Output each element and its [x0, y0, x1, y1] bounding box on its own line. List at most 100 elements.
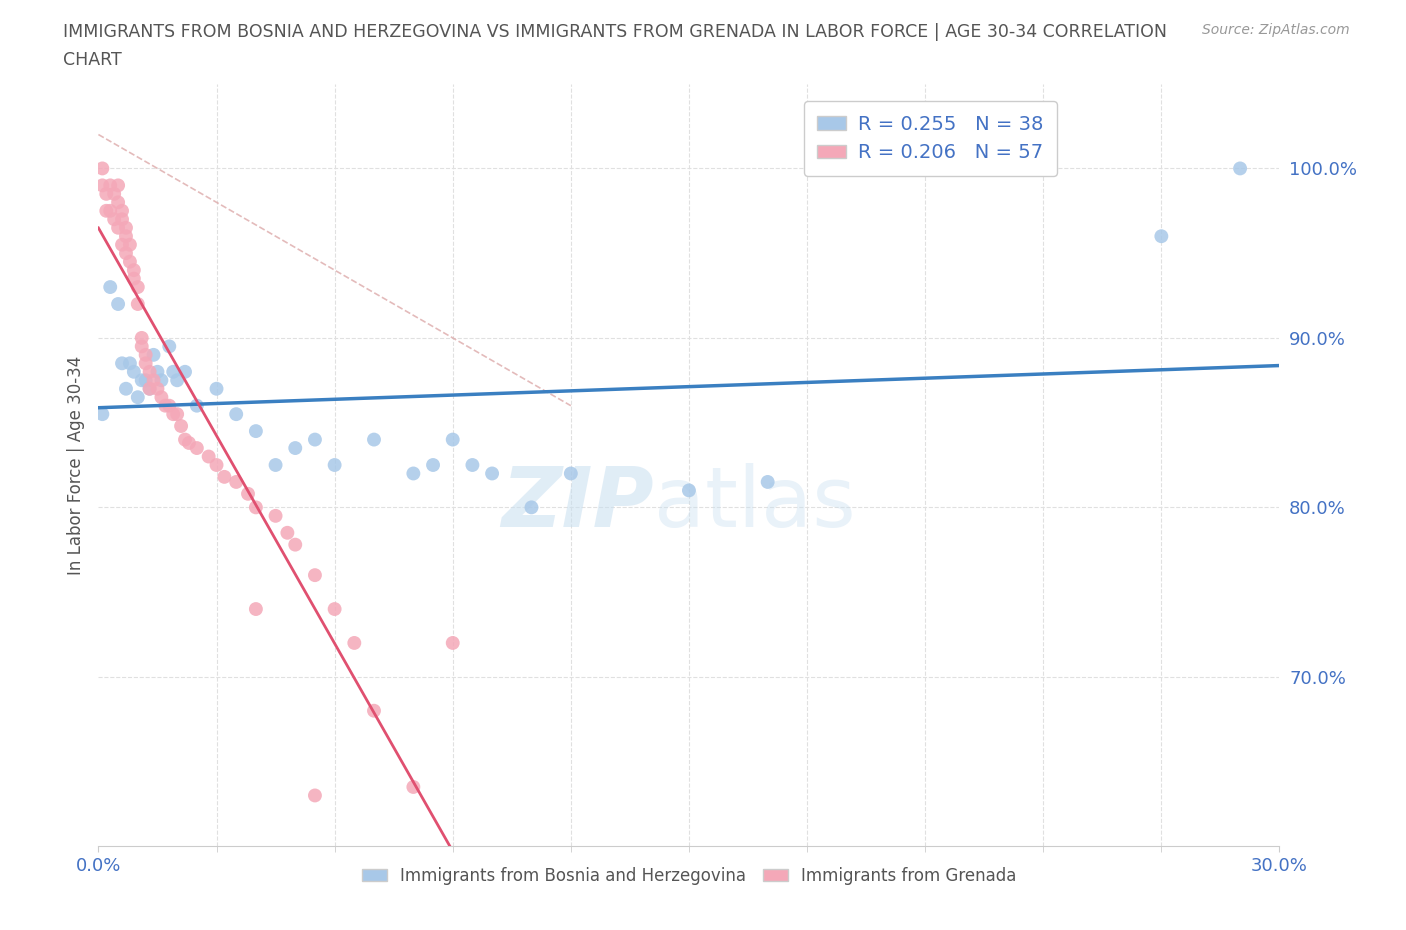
Point — [197, 449, 219, 464]
Point — [107, 220, 129, 235]
Point — [131, 339, 153, 353]
Text: Source: ZipAtlas.com: Source: ZipAtlas.com — [1202, 23, 1350, 37]
Point — [118, 254, 141, 269]
Point — [111, 204, 134, 219]
Point — [127, 280, 149, 295]
Point — [422, 458, 444, 472]
Point — [96, 186, 118, 201]
Point — [107, 195, 129, 210]
Point — [225, 474, 247, 489]
Text: ZIP: ZIP — [501, 462, 654, 544]
Point — [1229, 161, 1251, 176]
Point — [186, 441, 208, 456]
Point — [174, 365, 197, 379]
Point — [107, 297, 129, 312]
Point — [111, 212, 134, 227]
Point — [122, 262, 145, 277]
Point — [402, 466, 425, 481]
Point — [186, 398, 208, 413]
Point — [138, 381, 160, 396]
Point — [166, 406, 188, 421]
Point — [138, 381, 160, 396]
Point — [150, 373, 173, 388]
Point — [138, 365, 160, 379]
Point — [225, 406, 247, 421]
Point — [127, 390, 149, 405]
Text: CHART: CHART — [63, 51, 122, 69]
Point — [91, 178, 114, 193]
Point — [135, 348, 157, 363]
Point — [142, 373, 165, 388]
Point — [96, 204, 118, 219]
Point — [162, 365, 184, 379]
Point — [264, 509, 287, 524]
Point — [304, 567, 326, 582]
Point — [118, 237, 141, 252]
Point — [115, 220, 138, 235]
Point — [756, 474, 779, 489]
Point — [162, 406, 184, 421]
Point — [150, 390, 173, 405]
Point — [107, 178, 129, 193]
Point — [98, 178, 121, 193]
Point — [323, 458, 346, 472]
Point — [205, 458, 228, 472]
Y-axis label: In Labor Force | Age 30-34: In Labor Force | Age 30-34 — [66, 355, 84, 575]
Point — [441, 432, 464, 447]
Point — [131, 330, 153, 345]
Point — [122, 272, 145, 286]
Point — [166, 373, 188, 388]
Point — [135, 373, 157, 388]
Text: IMMIGRANTS FROM BOSNIA AND HERZEGOVINA VS IMMIGRANTS FROM GRENADA IN LABOR FORCE: IMMIGRANTS FROM BOSNIA AND HERZEGOVINA V… — [63, 23, 1167, 41]
Point — [304, 432, 326, 447]
Point — [520, 500, 543, 515]
Point — [135, 356, 157, 371]
Point — [284, 538, 307, 552]
Point — [245, 602, 267, 617]
Point — [103, 212, 125, 227]
Point — [678, 483, 700, 498]
Point — [115, 246, 138, 260]
Point — [146, 365, 169, 379]
Point — [363, 432, 385, 447]
Text: atlas: atlas — [654, 462, 855, 544]
Point — [214, 470, 236, 485]
Point — [122, 365, 145, 379]
Point — [118, 356, 141, 371]
Point — [155, 398, 177, 413]
Point — [115, 229, 138, 244]
Point — [304, 788, 326, 803]
Point — [1150, 229, 1173, 244]
Point — [343, 635, 366, 650]
Point — [146, 381, 169, 396]
Point — [98, 280, 121, 295]
Point — [363, 703, 385, 718]
Point — [264, 458, 287, 472]
Point — [560, 466, 582, 481]
Point — [91, 161, 114, 176]
Point — [276, 525, 298, 540]
Point — [103, 186, 125, 201]
Point — [142, 348, 165, 363]
Point — [245, 500, 267, 515]
Point — [111, 237, 134, 252]
Point — [177, 435, 200, 450]
Point — [170, 418, 193, 433]
Point — [157, 398, 180, 413]
Point — [127, 297, 149, 312]
Point — [284, 441, 307, 456]
Point — [174, 432, 197, 447]
Point — [115, 381, 138, 396]
Point — [481, 466, 503, 481]
Point — [91, 406, 114, 421]
Point — [402, 779, 425, 794]
Point — [131, 373, 153, 388]
Point — [441, 635, 464, 650]
Legend: Immigrants from Bosnia and Herzegovina, Immigrants from Grenada: Immigrants from Bosnia and Herzegovina, … — [354, 860, 1024, 891]
Point — [157, 339, 180, 353]
Point — [245, 424, 267, 439]
Point — [205, 381, 228, 396]
Point — [111, 356, 134, 371]
Point — [98, 204, 121, 219]
Point — [236, 486, 259, 501]
